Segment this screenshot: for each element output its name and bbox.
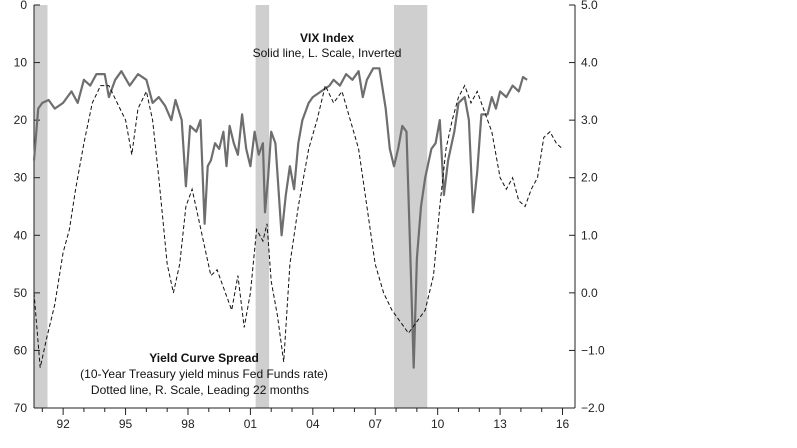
left-tick-label: 30 bbox=[14, 171, 28, 185]
x-tick-label: 98 bbox=[181, 417, 195, 431]
right-tick-label: 2.0 bbox=[581, 171, 598, 185]
right-tick-label: 0.0 bbox=[581, 286, 598, 300]
right-tick-label: −2.0 bbox=[581, 401, 605, 415]
series-lines bbox=[32, 67, 563, 369]
x-tick-label: 01 bbox=[244, 417, 258, 431]
x-tick-label: 16 bbox=[556, 417, 570, 431]
spread-title: Yield Curve Spread bbox=[149, 351, 259, 365]
recession-bands bbox=[34, 5, 428, 408]
right-tick-label: −1.0 bbox=[581, 343, 605, 357]
left-tick-label: 0 bbox=[20, 0, 27, 12]
left-tick-label: 60 bbox=[14, 343, 28, 357]
vix-subtitle: Solid line, L. Scale, Inverted bbox=[253, 46, 402, 60]
x-tick-label: 92 bbox=[56, 417, 70, 431]
left-tick-label: 70 bbox=[14, 401, 28, 415]
right-tick-label: 1.0 bbox=[581, 228, 598, 242]
left-tick-label: 20 bbox=[14, 113, 28, 127]
left-tick-label: 10 bbox=[14, 56, 28, 70]
recession-band-2 bbox=[255, 5, 270, 408]
vix-title: VIX Index bbox=[300, 31, 354, 45]
annotations: VIX Index Solid line, L. Scale, Inverted… bbox=[80, 31, 401, 397]
x-tick-label: 95 bbox=[119, 417, 133, 431]
axes: 0102030405060705.04.03.02.01.00.0−1.0−2.… bbox=[14, 0, 605, 431]
vix-series-line bbox=[32, 67, 528, 369]
left-tick-label: 40 bbox=[14, 228, 28, 242]
x-tick-label: 10 bbox=[431, 417, 445, 431]
right-tick-label: 3.0 bbox=[581, 113, 598, 127]
spread-subtitle-2: Dotted line, R. Scale, Leading 22 months bbox=[91, 383, 309, 397]
right-tick-label: 4.0 bbox=[581, 56, 598, 70]
x-tick-label: 13 bbox=[493, 417, 507, 431]
spread-subtitle-1: (10-Year Treasury yield minus Fed Funds … bbox=[80, 367, 328, 381]
recession-band-3 bbox=[393, 5, 428, 408]
x-tick-label: 07 bbox=[369, 417, 383, 431]
recession-band-1 bbox=[34, 5, 48, 408]
x-tick-label: 04 bbox=[306, 417, 320, 431]
right-tick-label: 5.0 bbox=[581, 0, 598, 12]
spread-series-line bbox=[33, 84, 563, 368]
left-tick-label: 50 bbox=[14, 286, 28, 300]
